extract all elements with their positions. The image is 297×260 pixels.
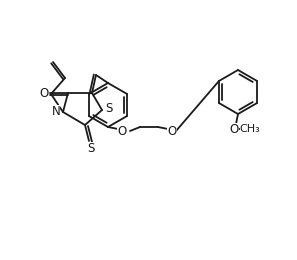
Text: CH₃: CH₃ (240, 124, 260, 134)
Text: S: S (105, 101, 113, 114)
Text: O: O (168, 125, 177, 138)
Text: S: S (87, 141, 95, 154)
Text: N: N (52, 105, 60, 118)
Text: O: O (117, 125, 127, 138)
Text: O: O (229, 122, 238, 135)
Text: O: O (40, 87, 49, 100)
